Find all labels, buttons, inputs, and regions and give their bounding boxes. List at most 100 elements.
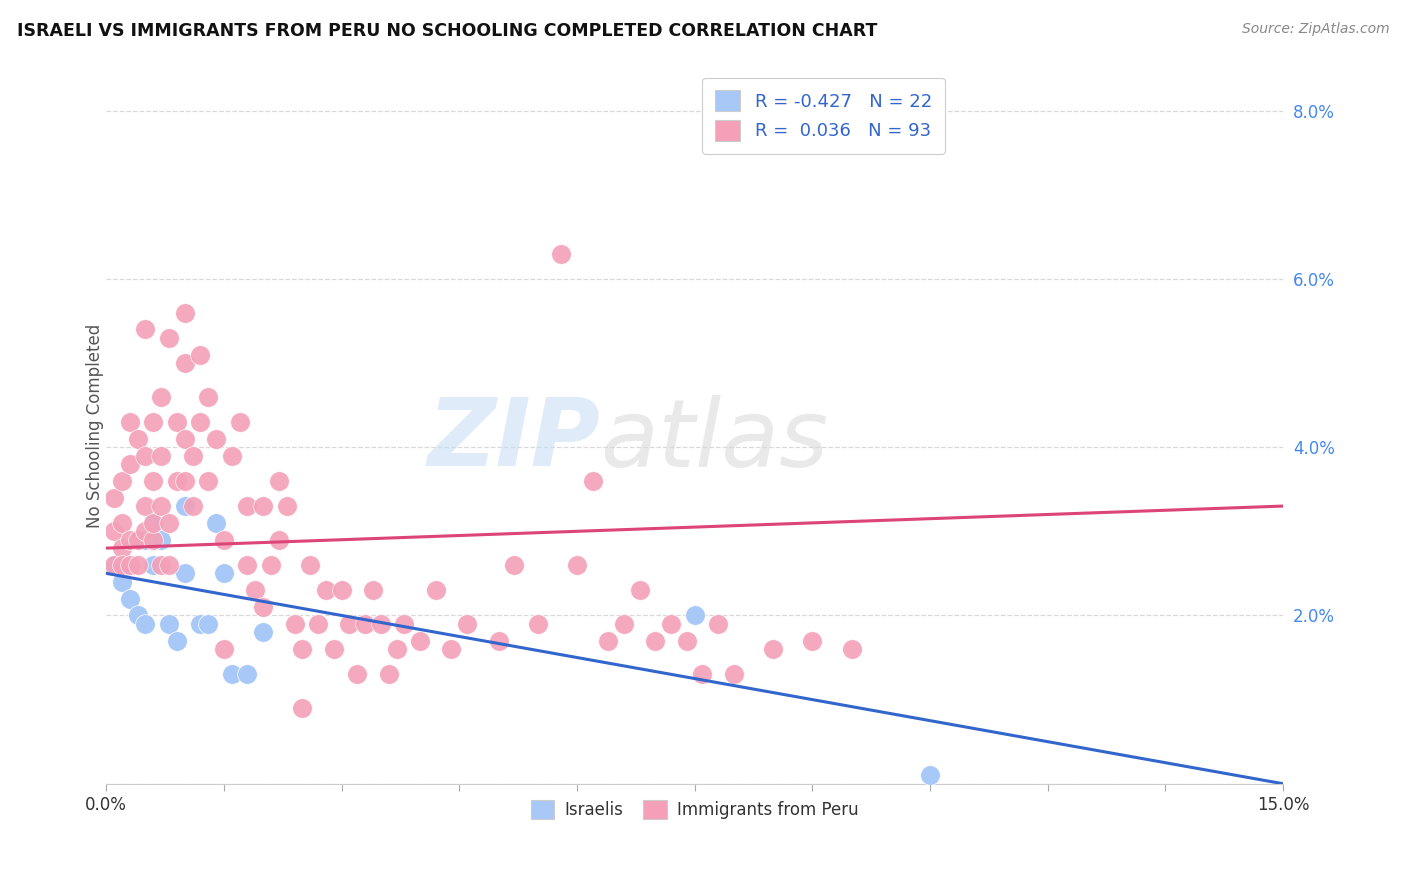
Point [142,558,165,572]
Point [142,516,165,530]
Point [659,616,682,631]
Point [142,474,165,488]
Point [236,667,259,681]
Point [205,432,228,446]
Point [173,474,195,488]
Point [361,583,384,598]
Text: atlas: atlas [600,395,828,486]
Point [173,499,195,513]
Point [377,667,399,681]
Point [111,516,134,530]
Point [762,642,785,657]
Point [425,583,447,598]
Point [150,533,173,547]
Point [252,600,274,615]
Point [683,608,706,623]
Point [150,449,173,463]
Point [134,449,156,463]
Point [150,558,173,572]
Point [173,432,195,446]
Point [181,449,204,463]
Point [503,558,526,572]
Point [111,474,134,488]
Point [644,633,666,648]
Point [166,633,188,648]
Point [628,583,651,598]
Point [157,331,180,345]
Text: Source: ZipAtlas.com: Source: ZipAtlas.com [1241,22,1389,37]
Point [111,541,134,556]
Point [118,591,141,606]
Point [267,533,290,547]
Point [127,533,149,547]
Point [142,516,165,530]
Point [127,608,149,623]
Point [134,499,156,513]
Point [346,667,368,681]
Point [675,633,697,648]
Point [197,474,219,488]
Point [212,642,235,657]
Point [166,415,188,429]
Point [394,616,416,631]
Text: ZIP: ZIP [427,394,600,486]
Point [526,616,548,631]
Point [252,499,274,513]
Point [134,616,156,631]
Point [692,667,714,681]
Point [190,348,212,362]
Point [103,558,125,572]
Point [197,390,219,404]
Point [299,558,322,572]
Point [157,558,180,572]
Point [103,524,125,539]
Point [613,616,636,631]
Point [127,558,149,572]
Point [598,633,620,648]
Point [252,625,274,640]
Point [157,616,180,631]
Point [221,449,243,463]
Point [173,305,195,319]
Point [173,566,195,581]
Point [276,499,298,513]
Point [173,356,195,370]
Point [330,583,353,598]
Point [283,616,305,631]
Point [456,616,478,631]
Point [157,516,180,530]
Point [236,499,259,513]
Point [212,566,235,581]
Point [127,432,149,446]
Point [150,390,173,404]
Point [801,633,824,648]
Point [212,533,235,547]
Point [150,499,173,513]
Point [565,558,588,572]
Point [118,558,141,572]
Point [260,558,283,572]
Point [245,583,267,598]
Point [339,616,361,631]
Point [322,642,344,657]
Point [134,322,156,336]
Legend: Israelis, Immigrants from Peru: Israelis, Immigrants from Peru [524,793,865,825]
Point [197,616,219,631]
Point [307,616,329,631]
Point [236,558,259,572]
Point [118,415,141,429]
Point [370,616,392,631]
Point [221,667,243,681]
Point [723,667,745,681]
Text: ISRAELI VS IMMIGRANTS FROM PERU NO SCHOOLING COMPLETED CORRELATION CHART: ISRAELI VS IMMIGRANTS FROM PERU NO SCHOO… [17,22,877,40]
Point [166,474,188,488]
Point [111,558,134,572]
Point [315,583,337,598]
Point [291,642,314,657]
Point [111,574,134,589]
Point [134,524,156,539]
Point [409,633,432,648]
Point [103,491,125,505]
Point [918,768,941,782]
Point [190,415,212,429]
